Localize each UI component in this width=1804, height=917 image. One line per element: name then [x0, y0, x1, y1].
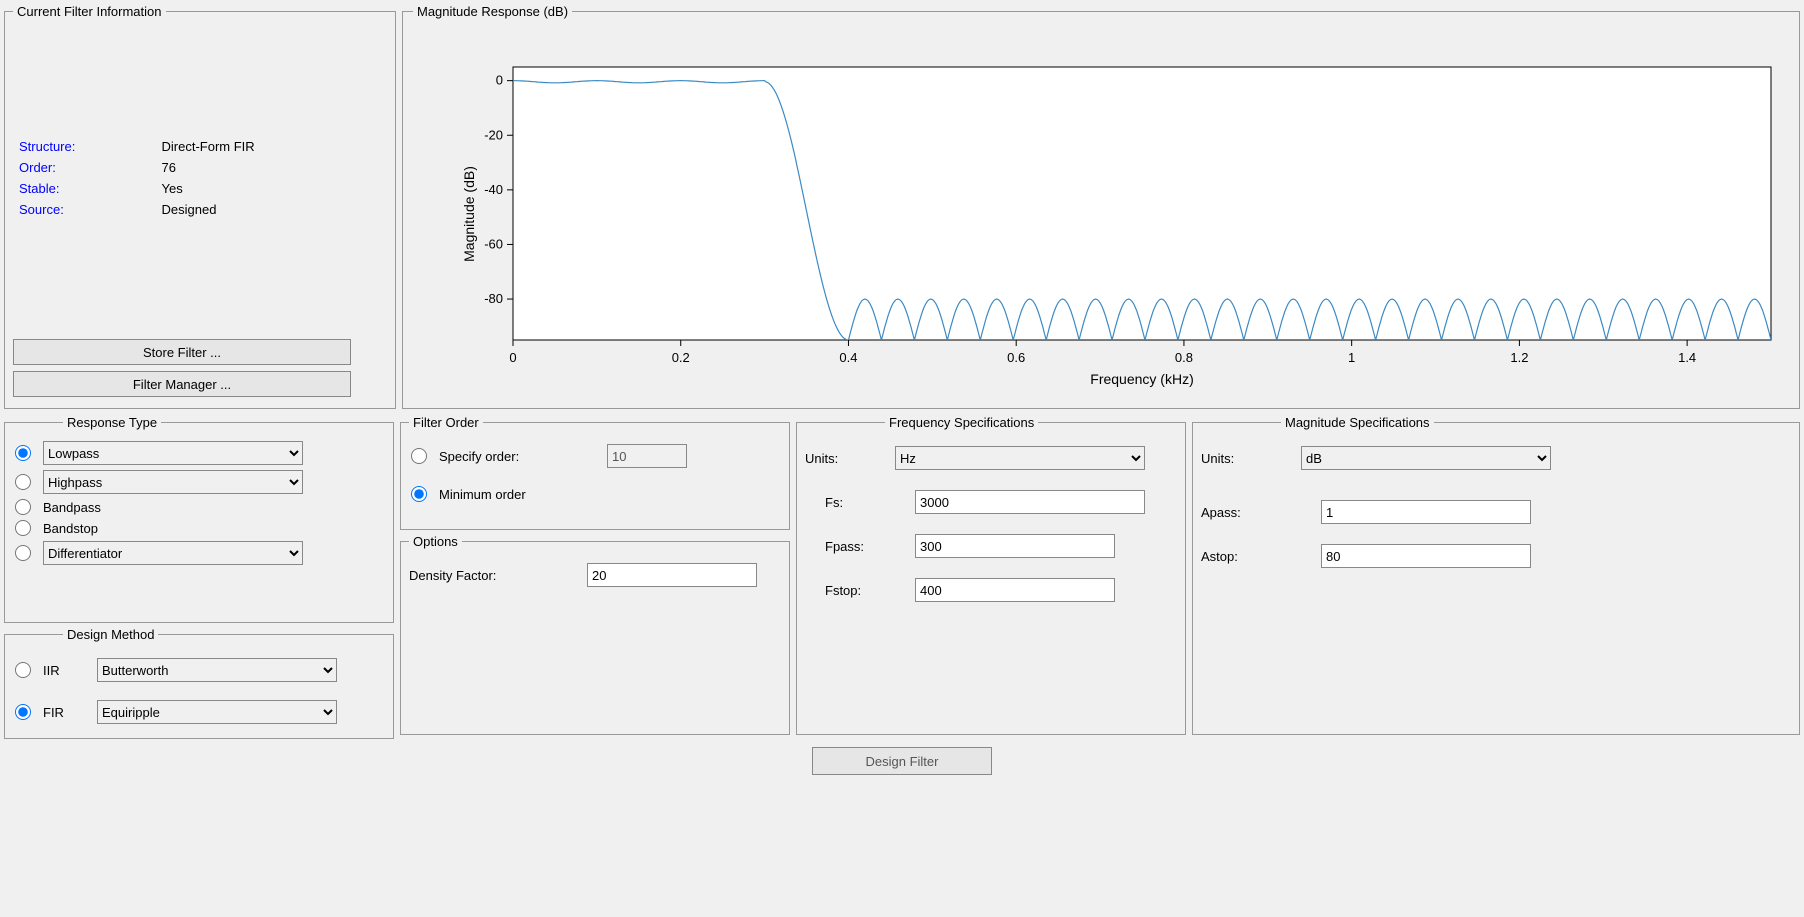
order-value: 76 — [162, 158, 385, 177]
freq-units-label: Units: — [805, 451, 895, 466]
design-filter-button[interactable]: Design Filter — [812, 747, 992, 775]
svg-text:0.2: 0.2 — [672, 350, 690, 365]
magresp-legend: Magnitude Response (dB) — [413, 4, 572, 19]
iir-label: IIR — [43, 663, 83, 678]
density-factor-label: Density Factor: — [409, 568, 579, 583]
lowpass-select[interactable]: Lowpass — [43, 441, 303, 465]
order-label: Order: — [19, 158, 160, 177]
options-panel: Options Density Factor: — [400, 534, 790, 735]
response-type-panel: Response Type Lowpass Highpass Bandpass … — [4, 415, 394, 623]
astop-label: Astop: — [1201, 549, 1321, 564]
filter-order-panel: Filter Order Specify order: Minimum orde… — [400, 415, 790, 530]
svg-text:-60: -60 — [484, 236, 503, 251]
store-filter-button[interactable]: Store Filter ... — [13, 339, 351, 365]
svg-text:0.4: 0.4 — [839, 350, 857, 365]
magnitude-spec-legend: Magnitude Specifications — [1281, 415, 1434, 430]
svg-text:-40: -40 — [484, 182, 503, 197]
apass-input[interactable] — [1321, 500, 1531, 524]
stable-value: Yes — [162, 179, 385, 198]
stable-label: Stable: — [19, 179, 160, 198]
structure-value: Direct-Form FIR — [162, 137, 385, 156]
source-value: Designed — [162, 200, 385, 219]
svg-text:1.4: 1.4 — [1678, 350, 1696, 365]
astop-input[interactable] — [1321, 544, 1531, 568]
specify-order-input — [607, 444, 687, 468]
bandstop-radio[interactable] — [15, 520, 31, 536]
fs-input[interactable] — [915, 490, 1145, 514]
highpass-select[interactable]: Highpass — [43, 470, 303, 494]
fir-radio[interactable] — [15, 704, 31, 720]
magnitude-spec-panel: Magnitude Specifications Units: dB Apass… — [1192, 415, 1800, 735]
filter-info-panel: Current Filter Information Structure:Dir… — [4, 4, 396, 409]
specify-order-radio[interactable] — [411, 448, 427, 464]
design-method-panel: Design Method IIR Butterworth FIR Equiri… — [4, 627, 394, 739]
svg-text:-20: -20 — [484, 127, 503, 142]
lowpass-radio[interactable] — [15, 445, 31, 461]
fs-label: Fs: — [825, 495, 915, 510]
freq-units-select[interactable]: Hz — [895, 446, 1145, 470]
svg-text:0.6: 0.6 — [1007, 350, 1025, 365]
svg-text:1: 1 — [1348, 350, 1355, 365]
apass-label: Apass: — [1201, 505, 1321, 520]
svg-text:0: 0 — [496, 73, 503, 88]
highpass-radio[interactable] — [15, 474, 31, 490]
fpass-label: Fpass: — [825, 539, 915, 554]
svg-text:0: 0 — [509, 350, 516, 365]
filter-order-legend: Filter Order — [409, 415, 483, 430]
bandpass-label: Bandpass — [43, 500, 101, 515]
design-method-legend: Design Method — [63, 627, 158, 642]
response-type-legend: Response Type — [63, 415, 161, 430]
specify-order-label: Specify order: — [439, 449, 599, 464]
iir-select[interactable]: Butterworth — [97, 658, 337, 682]
filter-manager-button[interactable]: Filter Manager ... — [13, 371, 351, 397]
filter-info-legend: Current Filter Information — [13, 4, 166, 19]
filter-info-table: Structure:Direct-Form FIR Order:76 Stabl… — [17, 135, 387, 221]
fir-select[interactable]: Equiripple — [97, 700, 337, 724]
frequency-spec-legend: Frequency Specifications — [885, 415, 1038, 430]
magnitude-response-chart: 0 -20 -40 -60 -80 0 0.2 0.4 0.6 0.8 1 1.2 1.4 Frequen… — [463, 57, 1781, 390]
fir-label: FIR — [43, 705, 83, 720]
svg-text:-80: -80 — [484, 291, 503, 306]
svg-text:1.2: 1.2 — [1510, 350, 1528, 365]
magnitude-response-panel: Magnitude Response (dB) Magnitude (dB) 0… — [402, 4, 1800, 409]
min-order-radio[interactable] — [411, 486, 427, 502]
fstop-input[interactable] — [915, 578, 1115, 602]
frequency-spec-panel: Frequency Specifications Units: Hz Fs: F… — [796, 415, 1186, 735]
density-factor-input[interactable] — [587, 563, 757, 587]
options-legend: Options — [409, 534, 462, 549]
differentiator-radio[interactable] — [15, 545, 31, 561]
differentiator-select[interactable]: Differentiator — [43, 541, 303, 565]
source-label: Source: — [19, 200, 160, 219]
bandpass-radio[interactable] — [15, 499, 31, 515]
mag-units-label: Units: — [1201, 451, 1301, 466]
fstop-label: Fstop: — [825, 583, 915, 598]
fpass-input[interactable] — [915, 534, 1115, 558]
iir-radio[interactable] — [15, 662, 31, 678]
svg-text:0.8: 0.8 — [1175, 350, 1193, 365]
bandstop-label: Bandstop — [43, 521, 98, 536]
mag-units-select[interactable]: dB — [1301, 446, 1551, 470]
structure-label: Structure: — [19, 137, 160, 156]
svg-text:Frequency (kHz): Frequency (kHz) — [1090, 371, 1193, 387]
min-order-label: Minimum order — [439, 487, 526, 502]
